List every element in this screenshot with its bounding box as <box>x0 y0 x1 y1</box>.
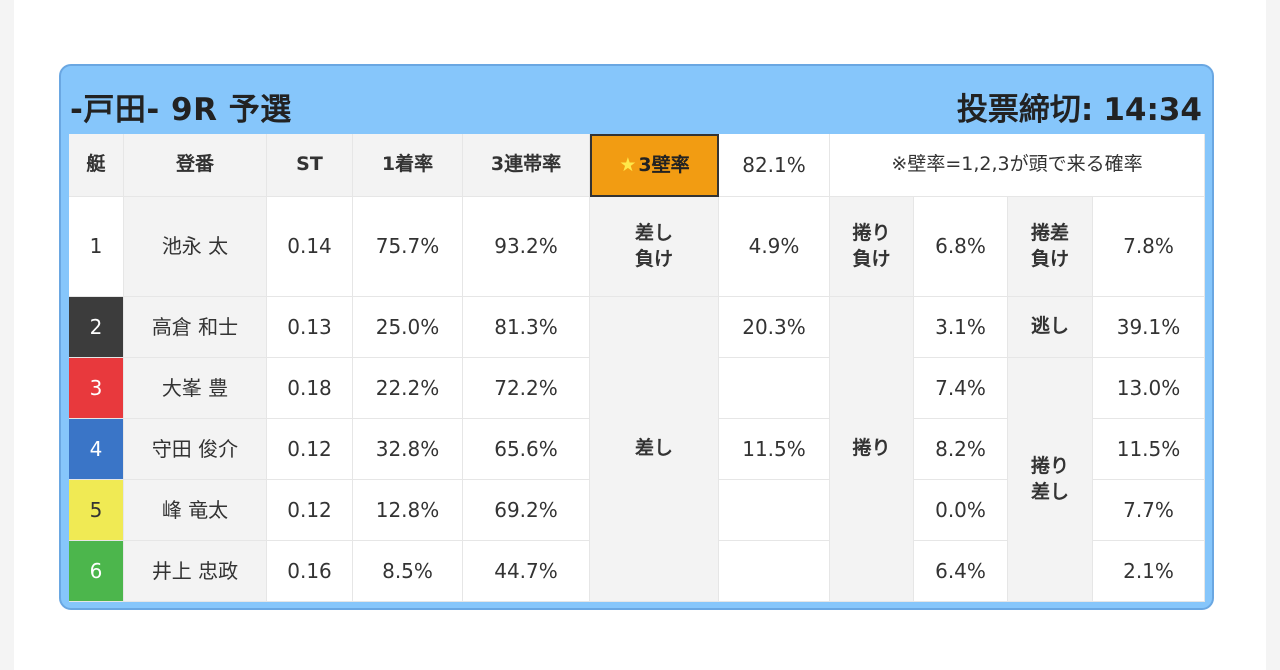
triple-rate-value: 81.3% <box>463 297 590 358</box>
racer-name: 井上 忠政 <box>124 541 267 602</box>
deadline: 投票締切: 14:34 <box>947 84 1202 128</box>
left-edge <box>0 0 14 670</box>
race-title: -戸田- 9R 予選 <box>70 92 292 128</box>
first-rate-value: 75.7% <box>353 197 463 297</box>
sashi-value <box>719 541 830 602</box>
race-table: 艇 登番 ST 1着率 3連帯率 ★ 3壁率 82.1% ※壁率=1,2,3が頭で… <box>69 134 1205 602</box>
label-line: 負け <box>852 247 891 270</box>
makurisashi-value: 11.5% <box>1093 419 1205 480</box>
label-line: 捲り <box>1030 454 1069 477</box>
first-rate-value: 22.2% <box>353 358 463 419</box>
wall-rate-badge: ★ 3壁率 <box>590 134 719 197</box>
triple-rate-value: 69.2% <box>463 480 590 541</box>
makurisashi-label: 捲り 差し <box>1008 358 1093 602</box>
wall-rate-note: ※壁率=1,2,3が頭で来る確率 <box>830 134 1205 197</box>
racer-name: 峰 竜太 <box>124 480 267 541</box>
makurisashi-value: 13.0% <box>1093 358 1205 419</box>
racer-name: 高倉 和士 <box>124 297 267 358</box>
sashi-value: 11.5% <box>719 419 830 480</box>
makuri-value: 3.1% <box>914 297 1008 358</box>
lane-number: 2 <box>69 297 124 358</box>
right-edge <box>1266 0 1280 670</box>
st-value: 0.14 <box>267 197 353 297</box>
nige-value: 39.1% <box>1093 297 1205 358</box>
label-line: 捲り <box>852 221 891 244</box>
st-value: 0.18 <box>267 358 353 419</box>
first-rate-value: 12.8% <box>353 480 463 541</box>
sashi-make-value: 4.9% <box>719 197 830 297</box>
lane-number: 3 <box>69 358 124 419</box>
triple-rate-value: 65.6% <box>463 419 590 480</box>
header-st: ST <box>267 134 353 197</box>
racer-name: 池永 太 <box>124 197 267 297</box>
makurisashi-make-label: 捲差 負け <box>1008 197 1093 297</box>
header-triple-rate: 3連帯率 <box>463 134 590 197</box>
sashi-value <box>719 480 830 541</box>
st-value: 0.12 <box>267 480 353 541</box>
wall-rate-value: 82.1% <box>719 134 830 197</box>
label-line: 差し <box>1030 480 1069 503</box>
header-first-rate: 1着率 <box>353 134 463 197</box>
lane-number: 6 <box>69 541 124 602</box>
racer-name: 守田 俊介 <box>124 419 267 480</box>
makuri-value: 8.2% <box>914 419 1008 480</box>
sashi-value <box>719 358 830 419</box>
st-value: 0.16 <box>267 541 353 602</box>
first-rate-value: 25.0% <box>353 297 463 358</box>
makuri-label: 捲り <box>830 297 914 602</box>
nige-label: 逃し <box>1008 297 1093 358</box>
deadline-label: 投票締切: <box>956 92 1094 128</box>
header-lane: 艇 <box>69 134 124 197</box>
racer-name: 大峯 豊 <box>124 358 267 419</box>
label-line: 捲差 <box>1030 221 1069 244</box>
lane-number: 5 <box>69 480 124 541</box>
st-value: 0.13 <box>267 297 353 358</box>
first-rate-value: 8.5% <box>353 541 463 602</box>
makuri-make-value: 6.8% <box>914 197 1008 297</box>
header-name: 登番 <box>124 134 267 197</box>
st-value: 0.12 <box>267 419 353 480</box>
makuri-make-label: 捲り 負け <box>830 197 914 297</box>
lane-number: 4 <box>69 419 124 480</box>
triple-rate-value: 44.7% <box>463 541 590 602</box>
makurisashi-value: 7.7% <box>1093 480 1205 541</box>
sashi-label: 差し <box>590 297 719 602</box>
label-line: 負け <box>1030 247 1069 270</box>
sashi-make-label: 差し 負け <box>590 197 719 297</box>
makuri-value: 0.0% <box>914 480 1008 541</box>
sashi-value: 20.3% <box>719 297 830 358</box>
lane-number: 1 <box>69 197 124 297</box>
makuri-value: 6.4% <box>914 541 1008 602</box>
triple-rate-value: 72.2% <box>463 358 590 419</box>
label-line: 差し <box>634 221 673 244</box>
makurisashi-make-value: 7.8% <box>1093 197 1205 297</box>
makuri-value: 7.4% <box>914 358 1008 419</box>
triple-rate-value: 93.2% <box>463 197 590 297</box>
first-rate-value: 32.8% <box>353 419 463 480</box>
deadline-time: 14:34 <box>1103 92 1202 128</box>
wall-rate-label: 3壁率 <box>638 153 690 176</box>
star-icon: ★ <box>619 153 637 176</box>
makurisashi-value: 2.1% <box>1093 541 1205 602</box>
label-line: 負け <box>634 247 673 270</box>
